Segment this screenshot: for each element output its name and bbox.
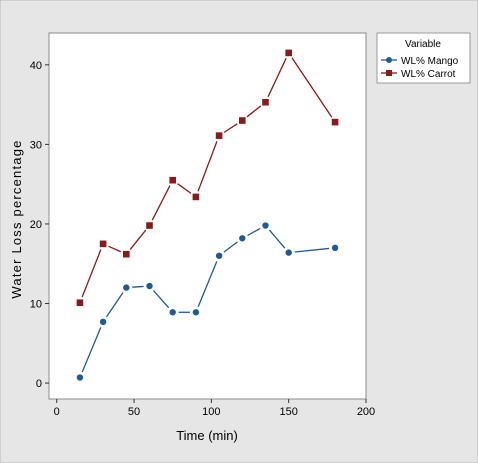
data-point	[146, 282, 153, 290]
series-line-segment	[105, 292, 124, 318]
legend-box	[376, 32, 471, 84]
legend-entry: WL% Mango	[381, 56, 459, 67]
series-line-segment	[294, 247, 330, 253]
series-mango	[76, 222, 339, 381]
y-tick-label: 30	[30, 139, 42, 151]
legend-title: Variable	[405, 39, 441, 50]
series-line-segment	[81, 327, 102, 373]
y-tick-label: 0	[36, 378, 42, 390]
x-tick-label: 200	[357, 406, 375, 418]
series-line-segment	[223, 241, 238, 253]
data-point	[192, 193, 200, 201]
y-tick-label: 40	[30, 60, 42, 72]
data-point	[215, 132, 223, 139]
y-axis: 0 10 20 30 40	[30, 60, 49, 390]
x-tick-label: 150	[280, 406, 298, 418]
plot-area	[48, 32, 367, 400]
legend-label: WL% Mango	[401, 56, 459, 67]
data-point	[99, 240, 107, 248]
series-line-segment	[268, 229, 286, 249]
data-point	[76, 299, 84, 307]
data-point	[262, 98, 269, 106]
data-point	[262, 222, 269, 229]
legend-entries: WL% Mango WL% Carrot	[381, 56, 459, 80]
data-point	[215, 252, 223, 259]
data-point	[99, 318, 107, 326]
x-axis: 0 50 100 150 200	[54, 399, 375, 418]
series-line-segment	[129, 229, 147, 250]
data-point	[238, 117, 246, 124]
data-point	[123, 284, 130, 291]
data-point	[169, 176, 177, 184]
data-point	[192, 309, 200, 316]
legend-marker	[386, 57, 392, 63]
legend: Variable WL% Mango WL% Carrot	[376, 32, 471, 84]
legend-entry: WL% Carrot	[381, 69, 456, 80]
data-point	[331, 244, 339, 252]
series-line-segment	[197, 261, 218, 307]
series-line-segment	[152, 290, 170, 309]
series-layer	[76, 49, 339, 381]
series-line-segment	[223, 123, 238, 133]
x-tick-label: 100	[202, 406, 220, 418]
data-point	[331, 118, 339, 126]
series-line-segment	[177, 183, 192, 194]
data-point	[285, 249, 292, 256]
series-line-segment	[197, 141, 218, 192]
x-tick-label: 50	[128, 406, 140, 418]
series-carrot	[76, 49, 339, 307]
data-point	[239, 235, 246, 242]
data-point	[285, 49, 292, 57]
legend-label: WL% Carrot	[401, 69, 456, 80]
y-axis-label: Water Loss percentage	[9, 139, 24, 298]
x-tick-label: 0	[54, 406, 60, 418]
series-line-segment	[247, 227, 261, 236]
series-line-segment	[267, 58, 287, 98]
data-point	[146, 222, 153, 229]
x-axis-label: Time (min)	[176, 428, 238, 443]
legend-marker	[386, 70, 392, 76]
series-line-segment	[108, 245, 122, 253]
data-point	[169, 309, 176, 316]
series-line-segment	[81, 249, 102, 298]
data-point	[123, 250, 130, 258]
y-tick-label: 20	[30, 219, 42, 231]
y-tick-label: 10	[30, 299, 42, 311]
series-line-segment	[291, 57, 333, 118]
series-line-segment	[246, 105, 262, 118]
series-line-segment	[132, 285, 144, 288]
series-line-segment	[151, 185, 171, 221]
data-point	[76, 374, 84, 381]
